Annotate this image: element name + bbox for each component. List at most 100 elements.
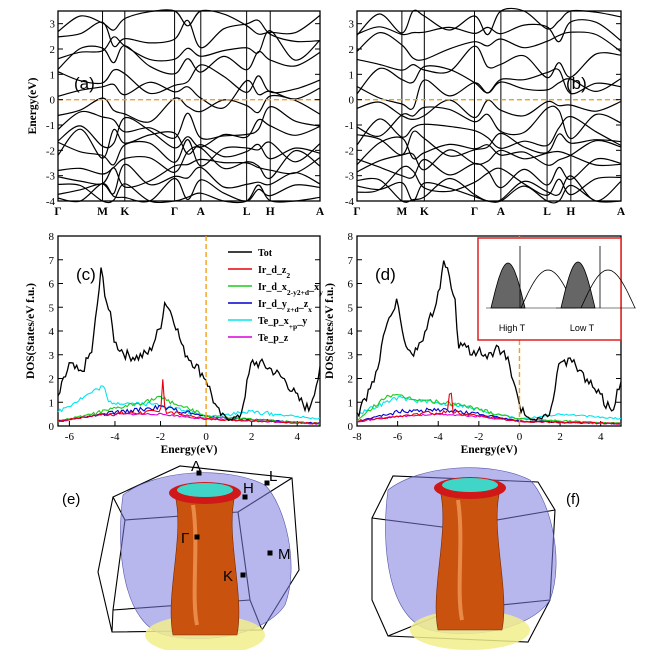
band-line [57, 183, 321, 204]
kpoint-label: M [97, 206, 108, 218]
y-tick-label: 5 [348, 302, 354, 314]
y-tick-label: -2 [46, 145, 55, 157]
band-line [57, 116, 321, 149]
high-symmetry-label: A [191, 458, 201, 475]
band-line [57, 163, 321, 195]
top-cap-inner [442, 478, 498, 492]
y-tick-label: 3 [49, 350, 55, 362]
band-line [57, 146, 321, 180]
dos-series-line [57, 379, 321, 425]
kpoint-label: Γ [353, 206, 360, 218]
high-symmetry-label: M [278, 546, 291, 563]
dos-series-line [57, 395, 321, 425]
band-line [356, 149, 622, 173]
y-tick-label: -4 [345, 196, 355, 208]
kpoint-label: A [316, 206, 325, 218]
panel-label: (f) [566, 491, 580, 508]
band-panel-b: -4 -3 -2 -1 0 1 2 3 Γ M K Γ A L H A (b) [345, 7, 626, 218]
dos-series-line [356, 392, 622, 425]
y-tick-label: 2 [348, 374, 354, 386]
tube-highlight [191, 504, 199, 626]
dos-series-line [356, 393, 622, 425]
high-symmetry-point [196, 470, 202, 476]
band-line [356, 7, 622, 36]
x-tick-label: -2 [474, 431, 483, 443]
high-symmetry-label: Γ [181, 530, 189, 547]
kpoint-label: Γ [54, 206, 61, 218]
y-tick-label: 7 [49, 255, 55, 267]
y-tick-label: 2 [50, 44, 56, 56]
x-tick-label: 4 [294, 431, 300, 443]
band-line [57, 177, 321, 203]
kpoint-label: Γ [471, 206, 478, 218]
kpoint-label: K [420, 206, 429, 218]
x-axis-label: Energy(eV) [161, 444, 218, 456]
central-fermi-tube [170, 494, 240, 636]
band-line [356, 136, 622, 166]
kpoint-label: H [266, 206, 275, 218]
bands [356, 7, 622, 204]
dos-panel-d: 0 1 2 3 4 5 6 7 8 -8 -6 -4 -2 0 2 4 Energy(eV) DOS(States… [324, 231, 636, 456]
high-symmetry-point [242, 494, 248, 500]
band-line [57, 139, 321, 167]
y-tick-label: 2 [349, 44, 355, 56]
y-tick-label: 6 [348, 279, 354, 291]
x-tick-label: 2 [557, 431, 563, 443]
empty-band-shape [580, 269, 636, 309]
high-symmetry-point [240, 572, 246, 578]
legend-label: Ir_d_yz+d_zx [258, 299, 312, 314]
band-line [356, 157, 622, 189]
band-line [356, 31, 622, 61]
dos-panel-c: 0 1 2 3 4 5 6 7 8 -6 -4 -2 0 2 4 Energy(eV) DOS(States/e… [25, 231, 323, 456]
y-tick-label: 7 [348, 255, 354, 267]
y-axis-label: DOS(States/eV f.u.) [324, 283, 336, 379]
kpoint-label: A [617, 206, 626, 218]
band-line [57, 128, 321, 160]
y-tick-label: 1 [348, 397, 354, 409]
kpoint-label: L [543, 206, 551, 218]
dos-series-line [57, 267, 321, 422]
y-tick-label: 0 [49, 421, 55, 433]
y-tick-label: -2 [345, 145, 354, 157]
fermi-surface-e: (e) A HL Γ K M [62, 458, 300, 650]
band-line [57, 30, 321, 62]
kpoint-label: A [497, 206, 506, 218]
inset-label-low-t: Low T [570, 323, 595, 333]
y-tick-label: 2 [49, 374, 55, 386]
band-line [356, 175, 622, 203]
central-fermi-tube [435, 489, 505, 631]
top-cap-inner [177, 483, 233, 497]
y-tick-label: 0 [348, 421, 354, 433]
y-tick-label: -3 [345, 171, 355, 183]
high-symmetry-point [194, 534, 200, 540]
y-axis-label: DOS(States/eV f.u.) [25, 283, 37, 379]
y-tick-label: 1 [50, 69, 56, 81]
y-tick-label: 3 [50, 19, 56, 31]
inset-label-high-t: High T [499, 323, 526, 333]
kpoint-label: H [566, 206, 575, 218]
kpoint-label: A [197, 206, 206, 218]
y-tick-label: 1 [49, 397, 55, 409]
high-symmetry-point [267, 550, 273, 556]
y-tick-label: 0 [50, 95, 56, 107]
high-symmetry-label: H [243, 480, 254, 497]
legend-label: Tot [258, 248, 273, 259]
band-line [356, 181, 622, 204]
y-tick-label: -4 [46, 196, 56, 208]
y-tick-label: 6 [49, 279, 55, 291]
band-line [356, 105, 622, 140]
band-line [356, 65, 622, 95]
x-axis-label: Energy(eV) [461, 444, 518, 456]
x-tick-label: -8 [352, 431, 362, 443]
high-symmetry-point [264, 480, 270, 486]
y-tick-label: 0 [349, 95, 355, 107]
band-line [57, 106, 321, 140]
x-tick-label: 0 [517, 431, 523, 443]
bands [57, 9, 321, 204]
panel-label: (a) [74, 74, 95, 93]
x-tick-label: 0 [203, 431, 209, 443]
x-tick-label: 2 [249, 431, 255, 443]
y-tick-label: 3 [349, 19, 355, 31]
y-axis-label: Energy(eV) [27, 77, 39, 134]
